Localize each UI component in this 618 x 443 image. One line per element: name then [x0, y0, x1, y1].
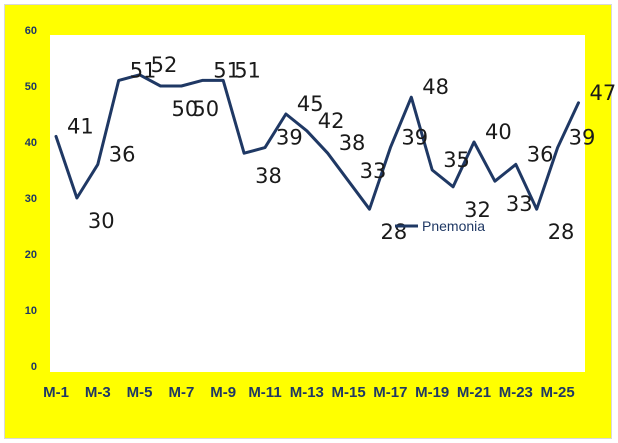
data-label: 28 [381, 220, 408, 244]
x-axis: M-1 M-3 M-5 M-7 M-9 M-11 M-13 M-15 M-17 M-19 M-21 M… [43, 384, 575, 401]
data-label: 39 [276, 126, 303, 150]
data-label: 38 [339, 131, 366, 155]
data-label: 51 [130, 58, 157, 82]
data-label: 51 [234, 58, 261, 82]
x-tick-label: M-19 [415, 384, 449, 401]
data-label: 39 [569, 126, 596, 150]
y-tick-label: 50 [25, 81, 37, 93]
y-tick-label: 40 [25, 137, 37, 149]
x-tick-label: M-5 [127, 384, 153, 401]
x-tick-label: M-23 [499, 384, 533, 401]
y-tick-label: 0 [31, 361, 37, 373]
legend-label: Pnemonia [422, 218, 485, 234]
data-label: 50 [192, 97, 219, 121]
data-labels: 4130365152505051513839454238332839483532… [67, 53, 616, 244]
data-label: 48 [422, 75, 449, 99]
data-label: 47 [590, 81, 617, 105]
y-tick-label: 20 [25, 249, 37, 261]
y-tick-label: 10 [25, 305, 37, 317]
data-label: 40 [485, 120, 512, 144]
data-label: 28 [548, 220, 575, 244]
y-axis: 0 10 20 30 40 50 60 [25, 25, 37, 373]
plot-area [50, 35, 585, 372]
x-tick-label: M-9 [210, 384, 236, 401]
data-label: 51 [213, 58, 240, 82]
x-tick-label: M-21 [457, 384, 491, 401]
chart-frame [4, 4, 612, 439]
data-label: 38 [255, 164, 282, 188]
x-tick-label: M-11 [248, 384, 281, 401]
data-label: 36 [527, 142, 554, 166]
data-label: 35 [443, 148, 470, 172]
data-label: 50 [172, 97, 199, 121]
y-tick-label: 30 [25, 193, 37, 205]
data-label: 36 [109, 142, 136, 166]
x-tick-label: M-25 [541, 384, 575, 401]
y-tick-label: 60 [25, 25, 37, 37]
data-label: 33 [506, 192, 533, 216]
data-label: 39 [401, 126, 428, 150]
data-label: 45 [297, 92, 324, 116]
x-tick-label: M-17 [373, 384, 407, 401]
data-label: 41 [67, 114, 94, 138]
series-line-pnemonia [54, 73, 580, 211]
x-tick-label: M-1 [43, 384, 69, 401]
data-label: 42 [318, 109, 345, 133]
x-tick-label: M-13 [290, 384, 324, 401]
data-label: 52 [151, 53, 178, 77]
legend: Pnemonia [395, 218, 485, 234]
data-label: 30 [88, 209, 115, 233]
data-label: 32 [464, 198, 491, 222]
x-tick-label: M-15 [332, 384, 366, 401]
data-label: 33 [360, 159, 387, 183]
x-tick-label: M-7 [168, 384, 194, 401]
x-tick-label: M-3 [85, 384, 111, 401]
